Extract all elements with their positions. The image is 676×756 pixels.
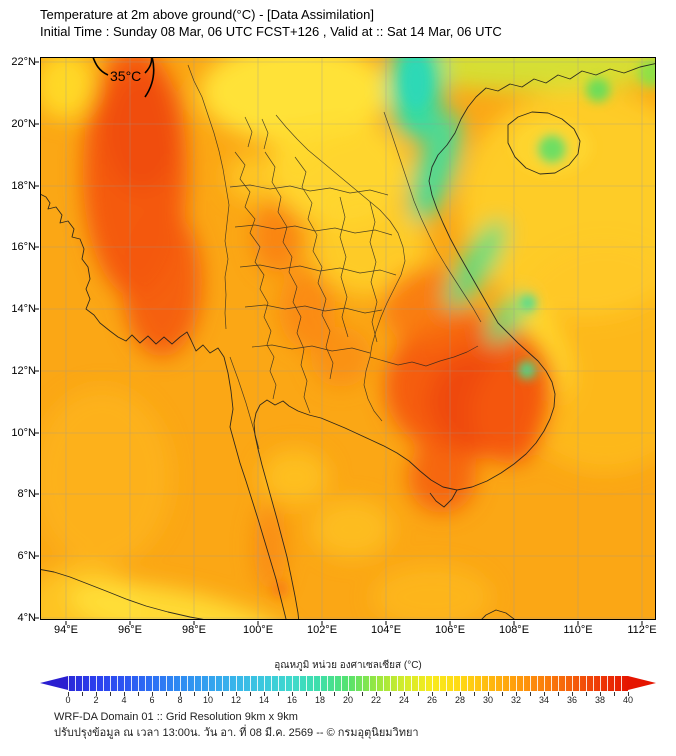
x-tick-label: 104°E — [370, 624, 402, 636]
contour-label: 35°C — [110, 68, 141, 84]
y-tick-label: 22°N — [11, 56, 36, 68]
colorbar-overflow-arrow — [628, 676, 656, 690]
y-tick-label: 10°N — [11, 427, 36, 439]
colorbar-tick-label: 14 — [258, 695, 270, 705]
axis-ticks — [35, 61, 643, 625]
x-tick-label: 102°E — [306, 624, 338, 636]
y-tick-label: 4°N — [17, 612, 36, 624]
colorbar-labels: 0 2 4 6 8 10 12 14 16 18 20 22 24 26 28 … — [0, 695, 676, 707]
x-axis: 94°E 96°E 98°E 100°E 102°E 104°E 106°E 1… — [0, 624, 676, 638]
x-tick-label: 112°E — [627, 624, 657, 636]
footer: WRF-DA Domain 01 :: Grid Resolution 9km … — [54, 709, 419, 741]
y-tick-label: 12°N — [11, 365, 36, 377]
colorbar-tick-label: 30 — [482, 695, 494, 705]
x-tick-label: 108°E — [498, 624, 530, 636]
y-tick-label: 8°N — [17, 488, 36, 500]
x-tick-label: 100°E — [242, 624, 274, 636]
colorbar-tick-label: 10 — [202, 695, 214, 705]
figure-subtitle: Initial Time : Sunday 08 Mar, 06 UTC FCS… — [40, 24, 502, 39]
y-tick-label: 16°N — [11, 241, 36, 253]
colorbar-tick-label: 36 — [566, 695, 578, 705]
y-tick-label: 14°N — [11, 303, 36, 315]
colorbar-tick-label: 28 — [454, 695, 466, 705]
colorbar-tick-label: 26 — [426, 695, 438, 705]
footer-update-info: ปรับปรุงข้อมูล ณ เวลา 13:00น. วัน อา. ที… — [54, 727, 419, 739]
y-tick-label: 20°N — [11, 118, 36, 130]
country-province-borders — [187, 64, 482, 450]
map-panel: 35°C — [35, 57, 656, 625]
colorbar-title: อุณหภูมิ หน่วย องศาเซลเซียส (°C) — [274, 660, 422, 671]
colorbar-tick-label: 34 — [538, 695, 550, 705]
colorbar-underflow-arrow — [40, 676, 68, 690]
colorbar-ticks — [68, 692, 629, 696]
colorbar-tick-label: 12 — [230, 695, 242, 705]
grid-lines — [40, 57, 656, 620]
x-tick-label: 106°E — [434, 624, 466, 636]
temperature-contour — [92, 57, 155, 98]
map-frame — [40, 57, 656, 620]
colorbar-tick-label: 38 — [594, 695, 606, 705]
temperature-map: 35°C — [35, 57, 656, 625]
colorbar — [68, 676, 628, 691]
colorbar-tick-label: 16 — [286, 695, 298, 705]
colorbar-tick-label: 0 — [65, 695, 71, 705]
colorbar-tick-label: 18 — [314, 695, 326, 705]
x-tick-label: 98°E — [182, 624, 206, 636]
colorbar-tick-label: 20 — [342, 695, 354, 705]
x-tick-label: 110°E — [563, 624, 593, 636]
y-tick-label: 18°N — [11, 180, 36, 192]
coastlines — [40, 62, 656, 620]
y-tick-label: 6°N — [17, 550, 36, 562]
colorbar-tick-label: 32 — [510, 695, 522, 705]
colorbar-tick-label: 8 — [177, 695, 183, 705]
footer-domain-info: WRF-DA Domain 01 :: Grid Resolution 9km … — [54, 711, 298, 723]
colorbar-tick-label: 22 — [370, 695, 382, 705]
colorbar-tick-label: 4 — [121, 695, 127, 705]
colorbar-tick-label: 24 — [398, 695, 410, 705]
x-tick-label: 94°E — [54, 624, 78, 636]
colorbar-tick-label: 2 — [93, 695, 99, 705]
figure-title: Temperature at 2m above ground(°C) - [Da… — [40, 7, 374, 22]
title-block: Temperature at 2m above ground(°C) - [Da… — [40, 6, 502, 40]
x-tick-label: 96°E — [118, 624, 142, 636]
colorbar-tick-label: 6 — [149, 695, 155, 705]
colorbar-tick-label: 40 — [622, 695, 634, 705]
